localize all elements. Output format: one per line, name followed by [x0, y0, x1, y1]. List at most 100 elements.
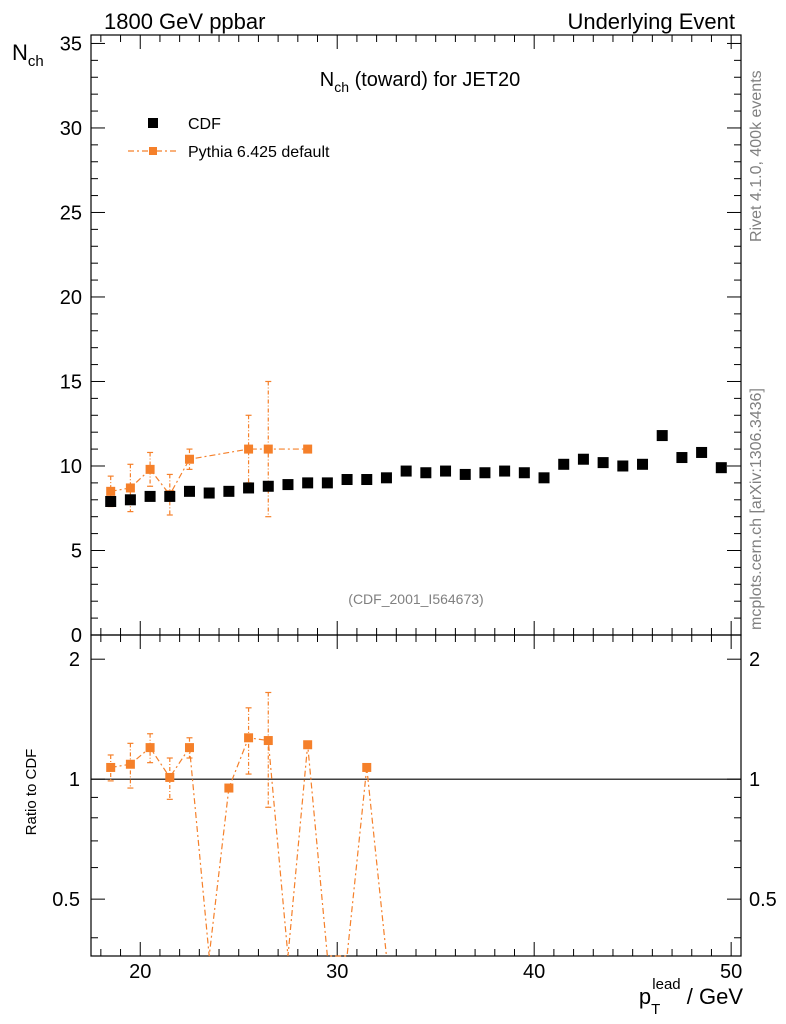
header-right: Underlying Event: [567, 9, 735, 34]
ratio-point: [145, 743, 155, 753]
cdf-point: [597, 457, 609, 469]
rivet-version-label: Rivet 4.1.0, 400k events: [748, 70, 765, 242]
cdf-point: [183, 485, 195, 497]
cdf-point: [656, 430, 668, 442]
main-plot-title: Nch (toward) for JET20: [320, 69, 520, 95]
cdf-point: [440, 465, 452, 477]
y-tick-label-left: 0.5: [52, 889, 80, 911]
ratio-point: [244, 733, 254, 743]
cdf-point: [380, 472, 392, 484]
cdf-point: [262, 480, 274, 492]
cdf-point: [637, 458, 649, 470]
main-ylabel-main: N: [12, 40, 28, 65]
cdf-point: [558, 458, 570, 470]
cdf-point: [577, 453, 589, 465]
ratio-point: [125, 759, 135, 769]
cdf-point: [105, 495, 117, 507]
cdf-point: [696, 446, 708, 458]
ratio-point: [303, 740, 313, 750]
ratio-point: [106, 762, 116, 772]
y-tick-label: 0: [71, 625, 82, 647]
mc-point: [184, 454, 194, 464]
cdf-point: [144, 490, 156, 502]
ratio-plot-frame: [90, 634, 742, 957]
cdf-point: [676, 452, 688, 464]
cdf-point: [243, 482, 255, 494]
cdf-point: [282, 479, 294, 491]
y-tick-label: 5: [71, 540, 82, 562]
cdf-point: [223, 485, 235, 497]
x-axis-label-sup: lead: [652, 976, 680, 993]
y-tick-label-right: 1: [749, 769, 760, 791]
legend-mc-marker: [149, 147, 157, 155]
mc-point: [244, 444, 254, 454]
cdf-point: [479, 467, 491, 479]
mc-point: [125, 483, 135, 493]
mcplots-label: mcplots.cern.ch [arXiv:1306.3436]: [748, 388, 765, 630]
ratio-mc-series: [106, 691, 388, 957]
cdf-point: [321, 477, 333, 489]
legend: CDF Pythia 6.425 default: [128, 116, 330, 161]
analysis-watermark: (CDF_2001_I564673): [348, 591, 483, 607]
ratio-axis-ticks: [91, 635, 741, 956]
main-ylabel: Nch: [12, 40, 44, 70]
x-tick-label: 50: [720, 961, 742, 983]
mc-point: [145, 464, 155, 474]
main-cdf-series: [105, 430, 727, 507]
x-axis-label: pTlead / GeV: [639, 976, 743, 1018]
y-tick-label-left: 1: [69, 769, 80, 791]
y-tick-label: 10: [60, 456, 82, 478]
cdf-point: [518, 467, 530, 479]
cdf-point: [499, 465, 511, 477]
ratio-point: [165, 772, 175, 782]
cdf-point: [459, 468, 471, 480]
cdf-point: [302, 477, 314, 489]
cdf-point: [124, 494, 136, 506]
y-tick-label: 25: [60, 202, 82, 224]
y-tick-label: 35: [60, 33, 82, 55]
legend-mc-label: Pythia 6.425 default: [188, 144, 330, 161]
cdf-point: [617, 460, 629, 472]
ratio-point: [362, 762, 372, 772]
ratio-y-tick-labels: 0.5 1 2 0.5 1 2: [52, 649, 777, 911]
x-tick-label: 30: [326, 961, 348, 983]
ratio-point: [263, 736, 273, 746]
legend-cdf-marker: [148, 118, 158, 128]
mc-point: [106, 486, 116, 496]
header-left: 1800 GeV ppbar: [104, 9, 265, 34]
x-axis-label-main: p: [639, 984, 651, 1009]
cdf-point: [341, 474, 353, 486]
y-tick-label-left: 2: [69, 649, 80, 671]
cdf-point: [361, 474, 373, 486]
x-axis-label-rest: / GeV: [681, 984, 744, 1009]
cdf-point: [420, 467, 432, 479]
cdf-point: [203, 487, 215, 499]
cdf-point: [538, 472, 550, 484]
x-tick-label: 20: [129, 961, 151, 983]
ratio-point: [224, 783, 234, 793]
x-tick-label: 40: [523, 961, 545, 983]
ratio-x-tick-labels: 20 30 40 50: [129, 961, 742, 983]
mc-point: [303, 444, 313, 454]
main-ylabel-sub: ch: [28, 53, 44, 70]
main-plot-title-main: N: [320, 69, 334, 91]
cdf-point: [400, 465, 412, 477]
main-plot-title-sub: ch: [334, 79, 349, 95]
cdf-point: [164, 490, 176, 502]
main-axis-ticks: [91, 35, 741, 636]
cdf-point: [715, 462, 727, 474]
y-tick-label: 15: [60, 371, 82, 393]
main-y-tick-labels: 0 5 10 15 20 25 30 35: [60, 33, 82, 647]
main-plot-title-rest: (toward) for JET20: [349, 69, 520, 91]
y-tick-label: 20: [60, 287, 82, 309]
mc-point: [263, 444, 273, 454]
y-tick-label: 30: [60, 118, 82, 140]
legend-cdf-label: CDF: [188, 116, 221, 133]
ratio-ylabel: Ratio to CDF: [23, 749, 40, 836]
y-tick-label-right: 2: [749, 649, 760, 671]
ratio-series-line: [110, 737, 388, 957]
x-axis-label-sub: T: [651, 1001, 660, 1018]
y-tick-label-right: 0.5: [749, 889, 777, 911]
ratio-point: [184, 743, 194, 753]
